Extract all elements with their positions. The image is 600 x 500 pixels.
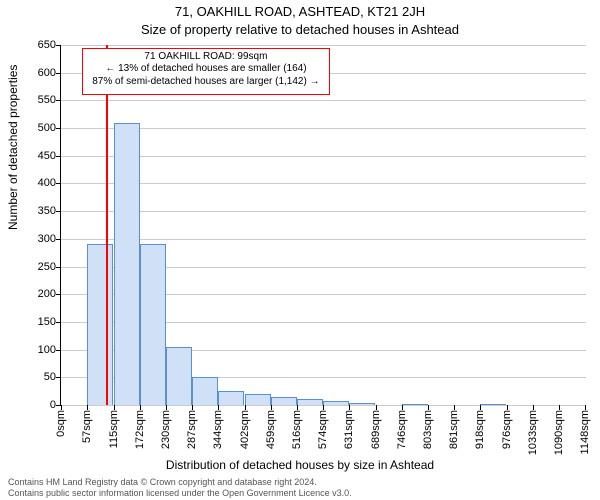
xtick-label: 0sqm — [55, 410, 67, 437]
histogram-bar — [218, 391, 244, 405]
x-axis-label: Distribution of detached houses by size … — [0, 458, 600, 472]
annotation-line-3: 87% of semi-detached houses are larger (… — [87, 76, 326, 89]
xtick-label: 287sqm — [186, 410, 198, 449]
ytick-label: 450 — [26, 150, 56, 162]
histogram-bar — [166, 347, 192, 405]
ytick-label: 150 — [26, 316, 56, 328]
annotation-line-1: 71 OAKHILL ROAD: 99sqm — [87, 51, 326, 64]
xtick-label: 689sqm — [370, 410, 382, 449]
gridline-h — [61, 45, 586, 46]
xtick-label: 574sqm — [317, 410, 329, 449]
xtick-label: 1148sqm — [579, 410, 591, 454]
xtick-label: 918sqm — [474, 410, 486, 449]
xtick-label: 803sqm — [422, 410, 434, 449]
xtick-label: 57sqm — [81, 410, 93, 443]
ytick-label: 200 — [26, 288, 56, 300]
xtick-label: 1033sqm — [527, 410, 539, 455]
ytick-label: 350 — [26, 205, 56, 217]
ytick-label: 50 — [26, 371, 56, 383]
xtick-label: 861sqm — [448, 410, 460, 449]
xtick-label: 459sqm — [265, 410, 277, 449]
page-title-address: 71, OAKHILL ROAD, ASHTEAD, KT21 2JH — [0, 4, 600, 19]
footer-line-2: Contains public sector information licen… — [8, 488, 592, 498]
histogram-bar — [192, 377, 218, 405]
footer-attribution: Contains HM Land Registry data © Crown c… — [8, 477, 592, 498]
ytick-mark — [56, 294, 61, 295]
xtick-label: 976sqm — [501, 410, 513, 449]
property-marker-line — [106, 45, 108, 405]
ytick-mark — [56, 156, 61, 157]
gridline-h — [61, 156, 586, 157]
ytick-mark — [56, 267, 61, 268]
histogram-bar — [271, 397, 297, 405]
y-axis-label: Number of detached properties — [6, 65, 20, 230]
histogram-bar — [323, 401, 349, 405]
ytick-label: 650 — [26, 39, 56, 51]
ytick-mark — [56, 45, 61, 46]
histogram-bar — [349, 403, 375, 405]
histogram-bar — [297, 399, 323, 405]
histogram-bar — [87, 244, 113, 405]
footer-line-1: Contains HM Land Registry data © Crown c… — [8, 477, 592, 487]
ytick-mark — [56, 239, 61, 240]
xtick-label: 230sqm — [160, 410, 172, 449]
xtick-label: 172sqm — [134, 410, 146, 449]
ytick-label: 100 — [26, 344, 56, 356]
histogram-bar — [140, 244, 166, 405]
gridline-h — [61, 128, 586, 129]
xtick-label: 746sqm — [396, 410, 408, 449]
ytick-mark — [56, 183, 61, 184]
annotation-line-2: ← 13% of detached houses are smaller (16… — [87, 63, 326, 76]
ytick-mark — [56, 128, 61, 129]
xtick-label: 631sqm — [343, 410, 355, 449]
ytick-label: 550 — [26, 94, 56, 106]
xtick-label: 115sqm — [108, 410, 120, 448]
ytick-mark — [56, 211, 61, 212]
histogram-bar — [480, 404, 506, 405]
gridline-h — [61, 239, 586, 240]
xtick-label: 402sqm — [239, 410, 251, 449]
annotation-box: 71 OAKHILL ROAD: 99sqm← 13% of detached … — [82, 48, 331, 95]
ytick-label: 400 — [26, 177, 56, 189]
xtick-label: 344sqm — [212, 410, 224, 449]
ytick-label: 300 — [26, 233, 56, 245]
histogram-bar — [402, 404, 428, 405]
gridline-h — [61, 211, 586, 212]
ytick-label: 250 — [26, 261, 56, 273]
ytick-mark — [56, 322, 61, 323]
gridline-h — [61, 183, 586, 184]
ytick-mark — [56, 350, 61, 351]
ytick-label: 500 — [26, 122, 56, 134]
ytick-label: 600 — [26, 67, 56, 79]
histogram-bar — [245, 394, 271, 405]
xtick-label: 1090sqm — [553, 410, 565, 455]
page-subtitle: Size of property relative to detached ho… — [0, 22, 600, 37]
gridline-h — [61, 100, 586, 101]
ytick-mark — [56, 73, 61, 74]
ytick-mark — [56, 100, 61, 101]
histogram-bar — [114, 123, 140, 405]
ytick-label: 0 — [26, 399, 56, 411]
xtick-label: 516sqm — [291, 410, 303, 449]
histogram-plot: 0501001502002503003504004505005506006500… — [60, 45, 586, 406]
ytick-mark — [56, 377, 61, 378]
